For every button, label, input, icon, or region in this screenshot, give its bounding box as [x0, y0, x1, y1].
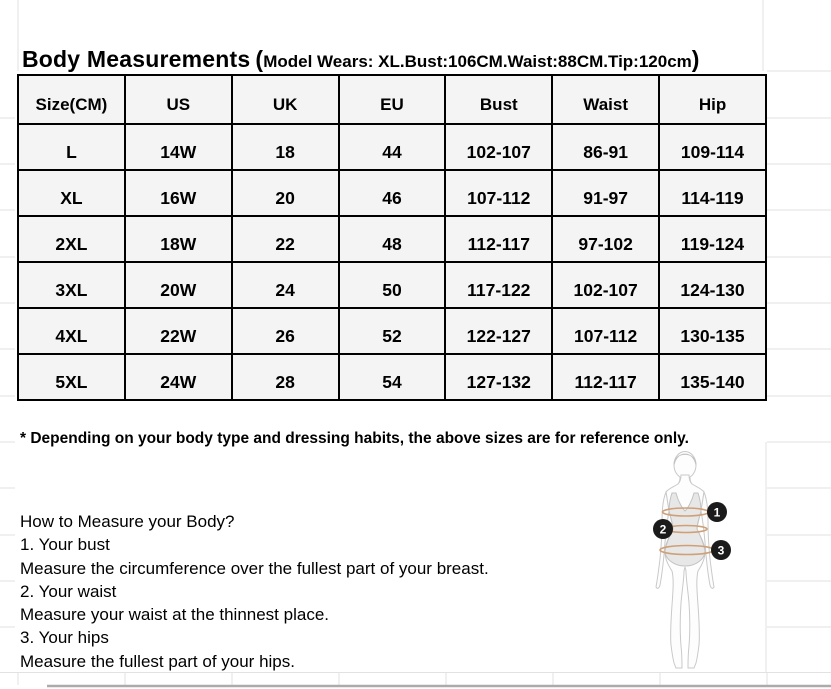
waist-cell: 102-107	[551, 261, 661, 309]
eu-cell: 52	[337, 307, 447, 355]
column-header-size: Size(CM)	[17, 74, 126, 125]
waist-cell: 91-97	[551, 169, 661, 217]
size-cell: L	[17, 123, 126, 171]
us-cell: 24W	[123, 353, 233, 401]
table-row: L 14W 18 44 102-107 86-91 109-114	[17, 123, 767, 171]
size-cell: 4XL	[17, 307, 126, 355]
bust-cell: 122-127	[444, 307, 554, 355]
us-cell: 14W	[123, 123, 233, 171]
bust-cell: 102-107	[444, 123, 554, 171]
column-header-hip: Hip	[658, 74, 767, 125]
eu-cell: 54	[337, 353, 447, 401]
waist-badge-number: 2	[660, 523, 667, 537]
howto-step-3-label: 3. Your hips	[20, 628, 109, 648]
bust-cell: 112-117	[444, 215, 554, 263]
table-header-row: Size(CM) US UK EU Bust Waist Hip	[17, 74, 767, 125]
hip-cell: 135-140	[658, 353, 767, 401]
hip-badge	[711, 540, 731, 560]
figure-left-arm	[655, 490, 670, 589]
us-cell: 22W	[123, 307, 233, 355]
how-to-measure-section: How to Measure your Body? 1. Your bust M…	[20, 510, 489, 673]
uk-cell: 28	[230, 353, 340, 401]
bust-cell: 127-132	[444, 353, 554, 401]
us-cell: 18W	[123, 215, 233, 263]
size-cell: XL	[17, 169, 126, 217]
howto-step-2-desc: Measure your waist at the thinnest place…	[20, 605, 329, 625]
uk-cell: 22	[230, 215, 340, 263]
table-row: 5XL 24W 28 54 127-132 112-117 135-140	[17, 353, 767, 401]
table-row: 2XL 18W 22 48 112-117 97-102 119-124	[17, 215, 767, 263]
figure-swimsuit	[664, 492, 706, 567]
bust-cell: 117-122	[444, 261, 554, 309]
size-chart-table: Size(CM) US UK EU Bust Waist Hip L 14W 1…	[17, 74, 767, 401]
hip-cell: 124-130	[658, 261, 767, 309]
waist-cell: 86-91	[551, 123, 661, 171]
table-row: 3XL 20W 24 50 117-122 102-107 124-130	[17, 261, 767, 309]
hip-cell: 130-135	[658, 307, 767, 355]
us-cell: 20W	[123, 261, 233, 309]
hip-badge-number: 3	[718, 544, 725, 558]
figure-right-arm	[700, 490, 715, 589]
body-measurement-figure: 1 2 3	[630, 447, 770, 678]
reference-note: * Depending on your body type and dressi…	[20, 430, 689, 447]
column-header-eu: EU	[337, 74, 447, 125]
waist-cell: 107-112	[551, 307, 661, 355]
uk-cell: 26	[230, 307, 340, 355]
uk-cell: 24	[230, 261, 340, 309]
us-cell: 16W	[123, 169, 233, 217]
bust-badge	[707, 502, 727, 522]
table-row: XL 16W 20 46 107-112 91-97 114-119	[17, 169, 767, 217]
title-main: Body Measurements	[22, 46, 251, 72]
eu-cell: 50	[337, 261, 447, 309]
title-model-info: Model Wears: XL.Bust:106CM.Waist:88CM.Ti…	[263, 52, 692, 71]
uk-cell: 18	[230, 123, 340, 171]
hip-cell: 109-114	[658, 123, 767, 171]
bust-cell: 107-112	[444, 169, 554, 217]
size-cell: 5XL	[17, 353, 126, 401]
howto-step-2-label: 2. Your waist	[20, 581, 117, 601]
hip-cell: 119-124	[658, 215, 767, 263]
hip-cell: 114-119	[658, 169, 767, 217]
howto-step-1-desc: Measure the circumference over the fulle…	[20, 558, 489, 578]
title-paren-close: )	[691, 46, 700, 72]
table-row: 4XL 22W 26 52 122-127 107-112 130-135	[17, 307, 767, 355]
waist-badge	[653, 519, 673, 539]
column-header-waist: Waist	[551, 74, 661, 125]
uk-cell: 20	[230, 169, 340, 217]
eu-cell: 48	[337, 215, 447, 263]
waist-cell: 112-117	[551, 353, 661, 401]
column-header-us: US	[123, 74, 233, 125]
howto-step-3-desc: Measure the fullest part of your hips.	[20, 651, 295, 671]
howto-title: How to Measure your Body?	[20, 512, 235, 531]
figure-hair	[673, 453, 697, 466]
bust-badge-number: 1	[714, 506, 721, 520]
column-header-uk: UK	[230, 74, 340, 125]
page-title: Body Measurements (Model Wears: XL.Bust:1…	[22, 46, 700, 73]
figure-head	[673, 451, 697, 479]
waist-cell: 97-102	[551, 215, 661, 263]
size-cell: 3XL	[17, 261, 126, 309]
title-paren-open: (	[255, 46, 264, 72]
column-header-bust: Bust	[444, 74, 554, 125]
size-cell: 2XL	[17, 215, 126, 263]
eu-cell: 44	[337, 123, 447, 171]
howto-step-1-label: 1. Your bust	[20, 535, 110, 555]
eu-cell: 46	[337, 169, 447, 217]
